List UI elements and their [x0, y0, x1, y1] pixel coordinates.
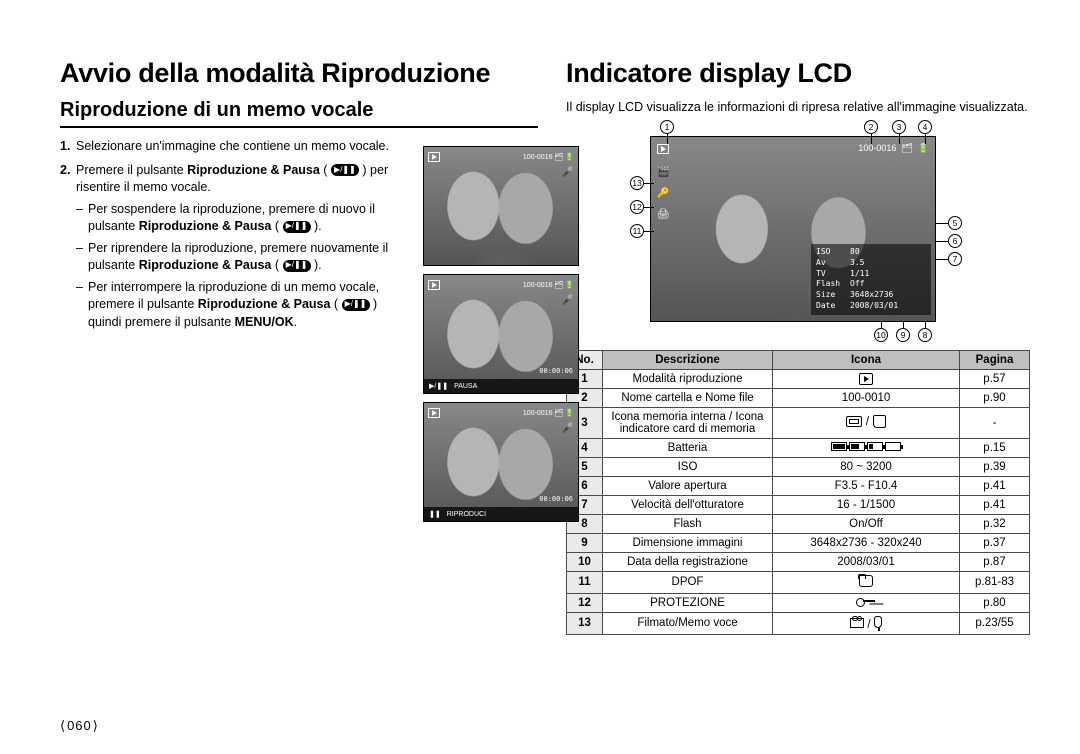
- callout-1: 1: [660, 120, 674, 134]
- steps-list: 1. Selezionare un'immagine che contiene …: [60, 138, 404, 331]
- mic-icon: 🎤: [562, 295, 574, 306]
- play-pause-icon: ▶/❚❚: [429, 382, 448, 390]
- callout-6: 6: [948, 234, 962, 248]
- left-subtitle: Riproduzione di un memo vocale: [60, 99, 538, 128]
- substep-2: Per riprendere la riproduzione, premere …: [76, 240, 404, 275]
- table-row: 2Nome cartella e Nome file100-0010p.90: [567, 388, 1030, 407]
- film-icon: 🎬: [657, 167, 670, 178]
- play-icon: [428, 280, 440, 290]
- right-title: Indicatore display LCD: [566, 58, 1030, 89]
- play-pause-icon: ▶/❚❚: [342, 299, 370, 311]
- th-page: Pagina: [960, 350, 1030, 369]
- elapsed-time: 00:00:06: [539, 367, 573, 375]
- thumb-1: 100-0016 🗂 🔋 🎤: [423, 146, 579, 266]
- table-row: 6Valore aperturaF3.5 - F10.4p.41: [567, 476, 1030, 495]
- thumb-3: 100-0016 🗂 🔋 🎤 00:00:06 ❚❚RIPRODUCI: [423, 402, 579, 522]
- photo-placeholder: [424, 275, 578, 393]
- photo-placeholder: [424, 403, 578, 521]
- table-row: 8FlashOn/Offp.32: [567, 514, 1030, 533]
- right-column: Indicatore display LCD Il display LCD vi…: [566, 58, 1030, 734]
- play-icon: [428, 152, 440, 162]
- table-row: 3Icona memoria interna / Icona indicator…: [567, 407, 1030, 438]
- callout-8: 8: [918, 328, 932, 342]
- step-2: 2. Premere il pulsante Riproduzione & Pa…: [60, 162, 404, 332]
- page-spread: Avvio della modalità Riproduzione Riprod…: [60, 58, 1030, 734]
- thumb-2: 100-0016 🗂 🔋 🎤 00:00:06 ▶/❚❚PAUSA: [423, 274, 579, 394]
- table-row: 4Batteriap.15: [567, 438, 1030, 457]
- table-row: 13Filmato/Memo voce / p.23/55: [567, 612, 1030, 634]
- key-icon: 🔑: [657, 188, 670, 199]
- callout-4: 4: [918, 120, 932, 134]
- callout-11: 11: [630, 224, 644, 238]
- substep-3: Per interrompere la riproduzione di un m…: [76, 279, 404, 332]
- lcd-screen: 100-0016 🗂 🔋 🎬 🔑 🖨 ISO80 Av3.5 TV1/11 Fl…: [650, 136, 936, 322]
- lcd-diagram: 100-0016 🗂 🔋 🎬 🔑 🖨 ISO80 Av3.5 TV1/11 Fl…: [578, 122, 1018, 342]
- callout-10: 10: [874, 328, 888, 342]
- page-number: 060: [60, 718, 99, 734]
- callout-5: 5: [948, 216, 962, 230]
- callout-12: 12: [630, 200, 644, 214]
- info-table: No. Descrizione Icona Pagina 1Modalità r…: [566, 350, 1030, 635]
- table-row: 9Dimensione immagini3648x2736 - 320x240p…: [567, 533, 1030, 552]
- callout-2: 2: [864, 120, 878, 134]
- play-icon: [428, 408, 440, 418]
- thumbnails: 100-0016 🗂 🔋 🎤 100-0016 🗂 🔋 🎤 00:00:06 ▶…: [423, 146, 579, 530]
- play-icon: [657, 144, 669, 154]
- callout-13: 13: [630, 176, 644, 190]
- table-row: 5ISO80 ~ 3200p.39: [567, 457, 1030, 476]
- callout-3: 3: [892, 120, 906, 134]
- table-row: 10Data della registrazione2008/03/01p.87: [567, 552, 1030, 571]
- table-row: 11DPOFp.81-83: [567, 571, 1030, 593]
- play-pause-icon: ▶/❚❚: [283, 260, 311, 272]
- left-column: Avvio della modalità Riproduzione Riprod…: [60, 58, 538, 734]
- substeps: Per sospendere la riproduzione, premere …: [76, 201, 404, 332]
- play-pause-icon: ▶/❚❚: [331, 164, 359, 176]
- play-pause-icon: ▶/❚❚: [283, 221, 311, 233]
- table-row: 1Modalità riproduzionep.57: [567, 369, 1030, 388]
- table-row: 7Velocità dell'otturatore16 - 1/1500p.41: [567, 495, 1030, 514]
- osd-data-box: ISO80 Av3.5 TV1/11 FlashOff Size3648x273…: [811, 244, 931, 315]
- step-1: 1. Selezionare un'immagine che contiene …: [60, 138, 404, 156]
- dpof-icon: 🖨: [657, 209, 670, 220]
- right-intro: Il display LCD visualizza le informazion…: [566, 99, 1030, 116]
- substep-1: Per sospendere la riproduzione, premere …: [76, 201, 404, 236]
- mic-icon: 🎤: [562, 423, 574, 434]
- left-title: Avvio della modalità Riproduzione: [60, 58, 538, 89]
- elapsed-time: 00:00:06: [539, 495, 573, 503]
- th-desc: Descrizione: [603, 350, 773, 369]
- table-row: 12PROTEZIONEp.80: [567, 593, 1030, 612]
- callout-7: 7: [948, 252, 962, 266]
- mic-icon: 🎤: [562, 167, 574, 178]
- pause-icon: ❚❚: [429, 510, 441, 518]
- th-icon: Icona: [773, 350, 960, 369]
- photo-placeholder: [424, 147, 578, 265]
- callout-9: 9: [896, 328, 910, 342]
